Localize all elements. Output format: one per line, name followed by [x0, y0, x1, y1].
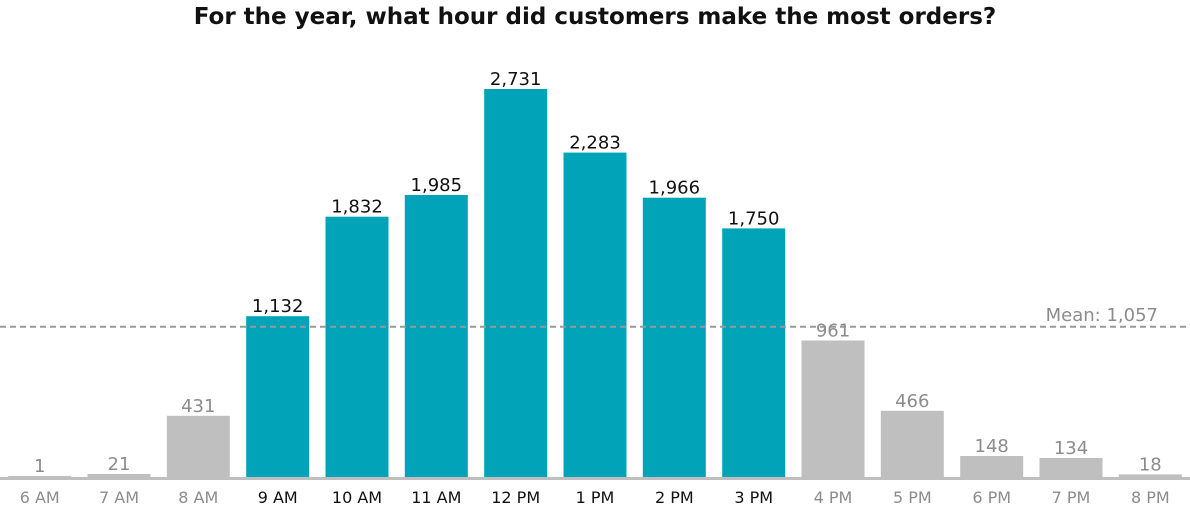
- mean-label: Mean: 1,057: [1046, 305, 1158, 326]
- x-tick-label-3-pm: 3 PM: [734, 488, 773, 507]
- bar-3-pm: [722, 228, 786, 477]
- value-label-11-am: 1,985: [411, 175, 463, 196]
- value-label-7-pm: 134: [1054, 438, 1088, 459]
- value-label-8-am: 431: [181, 396, 215, 417]
- value-label-7-am: 21: [108, 454, 131, 475]
- mean-layer: Mean: 1,057: [0, 305, 1190, 328]
- x-tick-label-11-am: 11 AM: [411, 488, 461, 507]
- x-tick-label-1-pm: 1 PM: [576, 488, 615, 507]
- chart-title: For the year, what hour did customers ma…: [193, 4, 997, 30]
- value-label-9-am: 1,132: [252, 296, 304, 317]
- bars-layer: [8, 89, 1182, 477]
- x-tick-label-5-pm: 5 PM: [893, 488, 932, 507]
- x-tick-label-4-pm: 4 PM: [814, 488, 853, 507]
- value-label-8-pm: 18: [1139, 454, 1162, 475]
- value-label-6-pm: 148: [975, 436, 1009, 457]
- labels-layer: 1 6 AM 21 7 AM 431 8 AM 1,132 9 AM 1,832 10 AM 1,9…: [20, 69, 1170, 507]
- value-label-3-pm: 1,750: [728, 208, 780, 229]
- x-tick-label-2-pm: 2 PM: [655, 488, 694, 507]
- x-tick-label-6-pm: 6 PM: [972, 488, 1011, 507]
- bar-8-am: [166, 415, 230, 477]
- x-tick-label-10-am: 10 AM: [332, 488, 382, 507]
- bar-6-pm: [960, 456, 1024, 477]
- value-label-5-pm: 466: [895, 391, 929, 412]
- value-label-2-pm: 1,966: [649, 178, 701, 199]
- bar-11-am: [404, 195, 468, 477]
- bar-8-pm: [1118, 474, 1182, 477]
- x-tick-label-8-am: 8 AM: [178, 488, 218, 507]
- value-label-12-pm: 2,731: [490, 69, 542, 90]
- value-label-10-am: 1,832: [331, 197, 383, 218]
- bar-6-am: [8, 476, 72, 477]
- bar-12-pm: [484, 89, 548, 477]
- bar-7-pm: [1039, 458, 1103, 477]
- value-label-4-pm: 961: [816, 321, 850, 342]
- bar-9-am: [246, 316, 310, 477]
- bar-10-am: [325, 216, 389, 477]
- x-tick-label-9-am: 9 AM: [258, 488, 298, 507]
- x-tick-label-12-pm: 12 PM: [491, 488, 540, 507]
- value-label-1-pm: 2,283: [569, 133, 621, 154]
- value-label-6-am: 1: [34, 456, 45, 477]
- x-tick-label-6-am: 6 AM: [20, 488, 60, 507]
- bar-2-pm: [642, 197, 706, 477]
- x-tick-label-8-pm: 8 PM: [1131, 488, 1170, 507]
- bar-4-pm: [801, 340, 865, 477]
- bar-1-pm: [563, 152, 627, 477]
- bar-5-pm: [880, 410, 944, 477]
- bar-7-am: [87, 474, 151, 477]
- x-tick-label-7-am: 7 AM: [99, 488, 139, 507]
- x-tick-label-7-pm: 7 PM: [1052, 488, 1091, 507]
